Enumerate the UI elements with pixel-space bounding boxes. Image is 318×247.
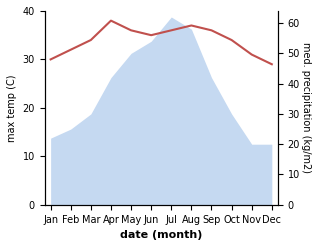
Y-axis label: max temp (C): max temp (C) [7,74,17,142]
Y-axis label: med. precipitation (kg/m2): med. precipitation (kg/m2) [301,42,311,173]
X-axis label: date (month): date (month) [120,230,203,240]
